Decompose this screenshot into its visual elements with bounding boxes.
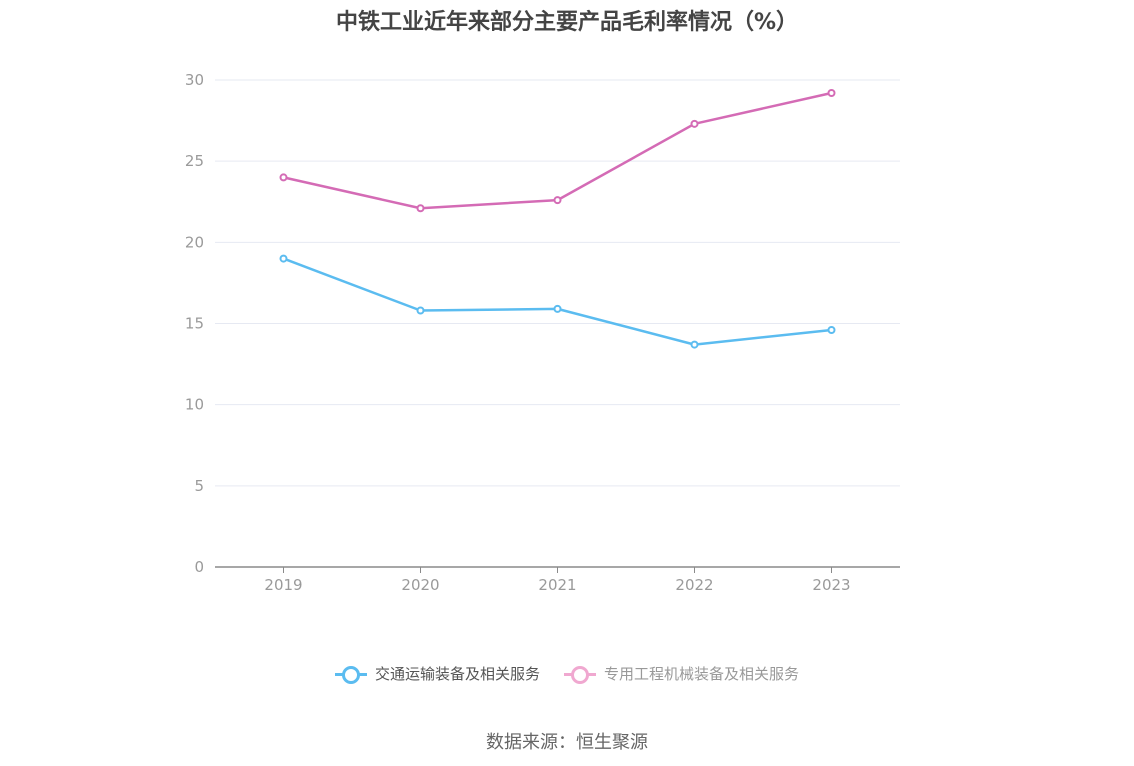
y-tick-label: 30 [185,71,204,89]
data-point [279,173,288,182]
legend-label-engineering: 专用工程机械装备及相关服务 [604,665,800,683]
legend-label-transport: 交通运输装备及相关服务 [374,665,540,683]
data-point [279,254,288,263]
data-point [416,306,425,315]
legend-item-engineering[interactable]: 专用工程机械装备及相关服务 [564,663,799,684]
series-line-0 [283,257,832,346]
data-point [553,304,562,313]
legend-item-transport[interactable]: 交通运输装备及相关服务 [334,663,540,684]
x-tick-label: 2023 [812,576,850,594]
y-tick-label: 20 [185,233,204,251]
data-point [827,88,836,97]
x-tick-label: 2021 [538,576,576,594]
legend: 交通运输装备及相关服务 专用工程机械装备及相关服务 [0,663,1134,684]
data-point [416,204,425,213]
gridlines [215,79,900,487]
y-tick-label: 0 [194,558,204,576]
y-tick-label: 15 [185,315,204,333]
x-tick-label: 2020 [401,576,439,594]
chart-title: 中铁工业近年来部分主要产品毛利率情况（%） [335,10,799,35]
data-point [690,340,699,349]
series-line-1 [283,91,832,210]
x-tick-label: 2022 [675,576,713,594]
y-tick-label: 10 [185,396,204,414]
data-point [553,196,562,205]
x-tick-label: 2019 [264,576,302,594]
legend-swatch-engineering [564,665,596,684]
axes: 0 5 10 15 20 25 30 2019 2020 2021 2022 2023 [185,71,900,594]
series-layer [279,88,836,349]
y-tick-label: 5 [194,477,204,495]
data-point [827,325,836,334]
data-point [690,119,699,128]
source-note: 数据来源：恒生聚源 [486,732,648,753]
y-tick-label: 25 [185,152,204,170]
legend-swatch-transport [334,665,367,684]
